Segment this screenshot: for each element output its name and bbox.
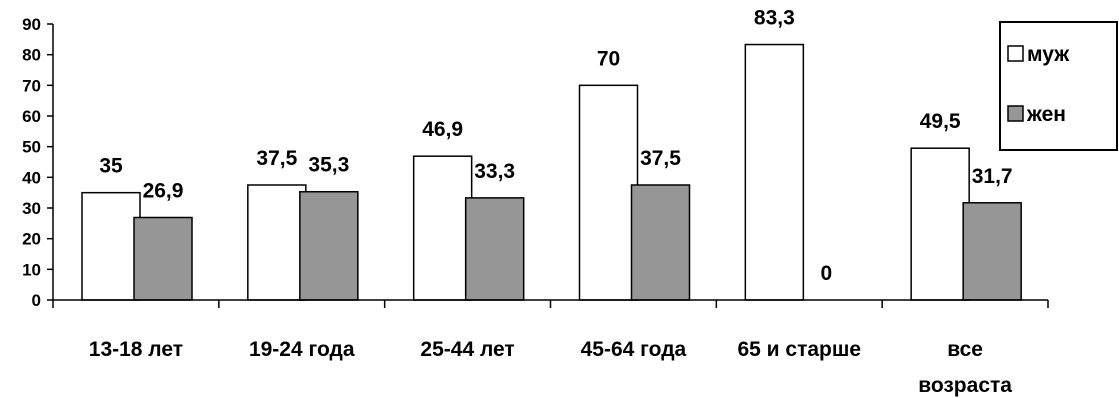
bar-female bbox=[630, 184, 691, 301]
legend-box bbox=[999, 21, 1118, 151]
data-label-female: 33,3 bbox=[474, 160, 515, 183]
bar-female bbox=[962, 202, 1022, 301]
bar-male bbox=[744, 43, 805, 301]
y-tick-label: 40 bbox=[22, 168, 41, 187]
x-axis: 13-18 лет 19-24 года 25-44 лет 45-64 года 65… bbox=[52, 299, 1049, 397]
data-label-male: 83,3 bbox=[754, 7, 795, 30]
legend-label-female: жен bbox=[1026, 103, 1066, 126]
bar-male bbox=[412, 155, 473, 301]
y-tick-label: 30 bbox=[22, 199, 41, 218]
x-category-label: 13-18 лет bbox=[89, 338, 183, 361]
data-label-female: 31,7 bbox=[972, 165, 1013, 188]
bar-female bbox=[299, 190, 359, 301]
data-label-male: 49,5 bbox=[920, 110, 961, 133]
legend-swatch-female bbox=[1007, 105, 1024, 122]
y-axis: 0 10 20 30 40 50 60 70 80 90 bbox=[22, 15, 54, 310]
bar-female bbox=[464, 197, 525, 301]
y-tick-label: 20 bbox=[22, 230, 41, 249]
y-tick-label: 10 bbox=[22, 260, 41, 279]
y-tick-label: 80 bbox=[22, 46, 41, 65]
bar-male bbox=[578, 84, 639, 301]
y-tick-label: 0 bbox=[32, 291, 41, 310]
y-tick-label: 60 bbox=[22, 107, 41, 126]
legend-swatch-male bbox=[1007, 45, 1024, 62]
bar-male bbox=[81, 191, 141, 301]
y-tick-label: 50 bbox=[22, 138, 41, 157]
x-category-label: 25-44 лет bbox=[420, 338, 514, 361]
data-label-male: 37,5 bbox=[256, 147, 297, 170]
legend-label-male: муж bbox=[1027, 43, 1070, 66]
x-category-label: 19-24 года bbox=[249, 338, 355, 361]
bars: 35 26,9 37,5 35,3 46,9 33,3 70 37,5 83,3 0 49,5 31,… bbox=[81, 7, 1022, 301]
legend: муж жен bbox=[999, 21, 1118, 151]
bar-male bbox=[910, 147, 970, 301]
data-label-male: 35 bbox=[99, 155, 123, 178]
data-label-male: 70 bbox=[597, 47, 620, 70]
data-label-female: 0 bbox=[820, 262, 832, 285]
y-tick-label: 90 bbox=[22, 15, 41, 34]
bar-female bbox=[133, 216, 193, 301]
y-tick-label: 70 bbox=[22, 76, 41, 95]
x-category-label: 45-64 года bbox=[581, 338, 687, 361]
data-label-female: 35,3 bbox=[308, 154, 349, 177]
x-category-label: все возраста bbox=[918, 338, 1012, 397]
bar-male bbox=[247, 184, 307, 301]
data-label-female: 37,5 bbox=[640, 147, 681, 170]
data-label-male: 46,9 bbox=[422, 118, 463, 141]
data-label-female: 26,9 bbox=[143, 180, 184, 203]
x-category-label: 65 и старше bbox=[737, 338, 861, 361]
